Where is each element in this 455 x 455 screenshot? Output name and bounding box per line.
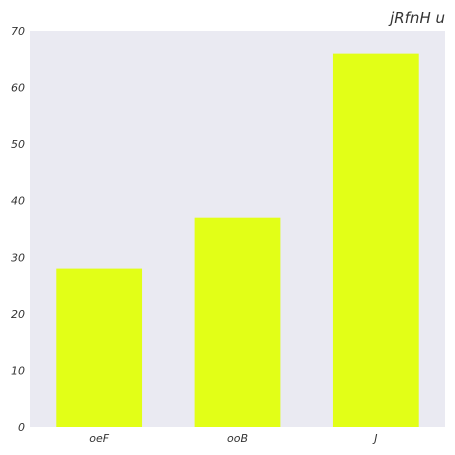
y-tick-label: 10 xyxy=(11,364,25,377)
bar-J xyxy=(332,53,419,427)
y-tick-label: 40 xyxy=(11,195,25,208)
chart-title: jRfnH u xyxy=(388,9,445,27)
x-tick-label: ooB xyxy=(227,432,248,445)
bar-oeF xyxy=(56,268,143,427)
x-axis-ticks: oeF ooB J xyxy=(89,432,377,445)
y-tick-label: 30 xyxy=(11,251,25,264)
y-tick-label: 70 xyxy=(11,25,25,38)
x-tick-label: J xyxy=(372,432,377,445)
x-tick-label: oeF xyxy=(89,432,109,445)
y-tick-label: 60 xyxy=(11,82,25,95)
bars-group xyxy=(56,53,419,427)
y-tick-label: 50 xyxy=(11,138,25,151)
y-tick-label: 20 xyxy=(11,308,25,321)
bar-ooB xyxy=(194,217,281,427)
y-axis-ticks: 0 10 20 30 40 50 60 70 xyxy=(11,25,25,434)
y-tick-label: 0 xyxy=(18,421,25,434)
